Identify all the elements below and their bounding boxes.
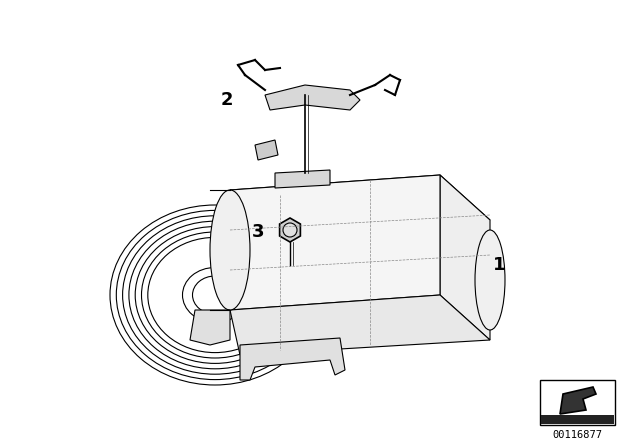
Ellipse shape: [475, 230, 505, 330]
Ellipse shape: [210, 190, 250, 310]
Ellipse shape: [182, 267, 248, 323]
Text: 2: 2: [221, 91, 233, 109]
Text: 00116877: 00116877: [552, 430, 602, 440]
FancyBboxPatch shape: [541, 415, 614, 424]
Text: 3: 3: [252, 223, 264, 241]
Polygon shape: [230, 175, 440, 310]
Polygon shape: [560, 387, 596, 414]
FancyBboxPatch shape: [540, 380, 615, 425]
Polygon shape: [255, 140, 278, 160]
Polygon shape: [190, 310, 230, 345]
Polygon shape: [240, 338, 345, 380]
Text: 1: 1: [493, 256, 505, 274]
Polygon shape: [275, 170, 330, 188]
Ellipse shape: [283, 223, 297, 237]
Polygon shape: [230, 175, 490, 235]
Polygon shape: [265, 85, 360, 110]
Polygon shape: [440, 175, 490, 340]
Polygon shape: [230, 295, 490, 355]
Polygon shape: [280, 218, 300, 242]
